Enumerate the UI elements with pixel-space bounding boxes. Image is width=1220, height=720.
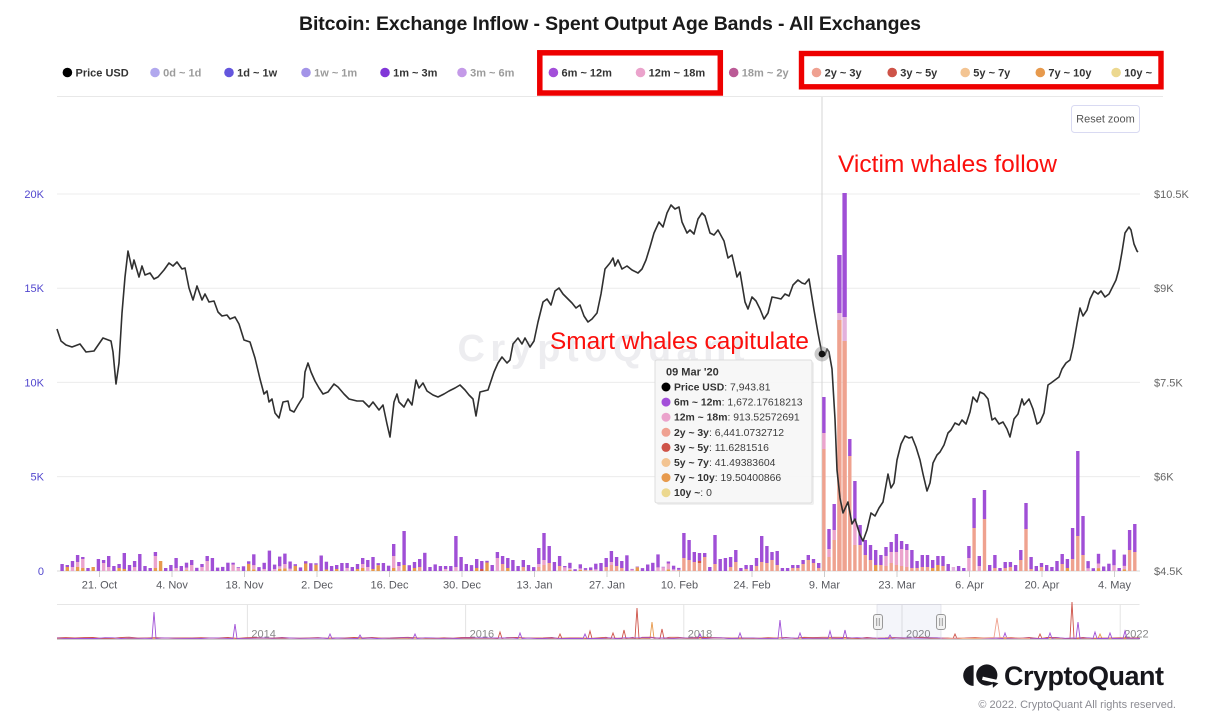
svg-text:6m ~ 12m: 6m ~ 12m — [562, 68, 613, 80]
svg-text:10. Feb: 10. Feb — [661, 580, 698, 592]
svg-text:1d ~ 1w: 1d ~ 1w — [237, 68, 277, 80]
svg-text:3m ~ 6m: 3m ~ 6m — [470, 68, 515, 80]
svg-text:6m ~ 12m: 1,672.17618213: 6m ~ 12m: 1,672.17618213 — [674, 398, 803, 409]
svg-text:6. Apr: 6. Apr — [955, 580, 984, 592]
svg-text:5y ~ 7y: 5y ~ 7y — [973, 68, 1011, 80]
svg-text:2y ~ 3y: 2y ~ 3y — [825, 68, 863, 80]
svg-text:Smart whales capitulate: Smart whales capitulate — [550, 328, 809, 355]
svg-text:18. Nov: 18. Nov — [226, 580, 264, 592]
svg-text:7y ~ 10y: 7y ~ 10y — [1048, 68, 1092, 80]
svg-text:5y ~ 7y: 41.49383604: 5y ~ 7y: 41.49383604 — [674, 458, 776, 469]
svg-text:1m ~ 3m: 1m ~ 3m — [393, 68, 438, 80]
svg-text:$7.5K: $7.5K — [1154, 377, 1183, 389]
svg-text:Bitcoin: Exchange Inflow - Spe: Bitcoin: Exchange Inflow - Spent Output … — [299, 13, 921, 35]
svg-text:12m ~ 18m: 913.52572691: 12m ~ 18m: 913.52572691 — [674, 413, 800, 424]
svg-text:09 Mar '20: 09 Mar '20 — [666, 367, 719, 379]
svg-text:CryptoQuant: CryptoQuant — [1004, 661, 1164, 691]
svg-text:2. Dec: 2. Dec — [301, 580, 333, 592]
svg-text:$6K: $6K — [1154, 472, 1174, 484]
svg-text:Victim whales follow: Victim whales follow — [838, 151, 1057, 178]
svg-text:$10.5K: $10.5K — [1154, 189, 1190, 201]
svg-text:13. Jan: 13. Jan — [516, 580, 552, 592]
svg-text:© 2022. CryptoQuant All rights: © 2022. CryptoQuant All rights reserved. — [978, 699, 1176, 711]
svg-text:10y ~: 10y ~ — [1124, 68, 1152, 80]
svg-text:0: 0 — [38, 566, 44, 578]
svg-text:20. Apr: 20. Apr — [1025, 580, 1060, 592]
svg-text:21. Oct: 21. Oct — [82, 580, 117, 592]
svg-text:20K: 20K — [24, 189, 44, 201]
svg-text:10y ~: 0: 10y ~: 0 — [674, 488, 712, 499]
svg-text:27. Jan: 27. Jan — [589, 580, 625, 592]
svg-text:1w ~ 1m: 1w ~ 1m — [314, 68, 357, 80]
svg-text:12m ~ 18m: 12m ~ 18m — [649, 68, 706, 80]
svg-text:7y ~ 10y: 19.50400866: 7y ~ 10y: 19.50400866 — [674, 473, 781, 484]
svg-text:18m ~ 2y: 18m ~ 2y — [742, 68, 790, 80]
svg-text:3y ~ 5y: 11.6281516: 3y ~ 5y: 11.6281516 — [674, 443, 769, 454]
svg-text:5K: 5K — [31, 472, 45, 484]
svg-text:$4.5K: $4.5K — [1154, 566, 1183, 578]
svg-text:9. Mar: 9. Mar — [809, 580, 841, 592]
svg-text:30. Dec: 30. Dec — [443, 580, 481, 592]
svg-text:23. Mar: 23. Mar — [878, 580, 916, 592]
svg-text:Price USD: 7,943.81: Price USD: 7,943.81 — [674, 383, 771, 394]
svg-text:0d ~ 1d: 0d ~ 1d — [163, 68, 201, 80]
svg-text:10K: 10K — [24, 377, 44, 389]
svg-text:Reset zoom: Reset zoom — [1076, 114, 1135, 126]
svg-text:24. Feb: 24. Feb — [733, 580, 770, 592]
svg-text:$9K: $9K — [1154, 283, 1174, 295]
svg-text:3y ~ 5y: 3y ~ 5y — [900, 68, 938, 80]
svg-text:4. May: 4. May — [1098, 580, 1132, 592]
svg-text:15K: 15K — [24, 283, 44, 295]
svg-text:Price USD: Price USD — [76, 68, 129, 80]
svg-text:2y ~ 3y: 6,441.0732712: 2y ~ 3y: 6,441.0732712 — [674, 428, 784, 439]
svg-text:4. Nov: 4. Nov — [156, 580, 188, 592]
svg-text:16. Dec: 16. Dec — [371, 580, 409, 592]
